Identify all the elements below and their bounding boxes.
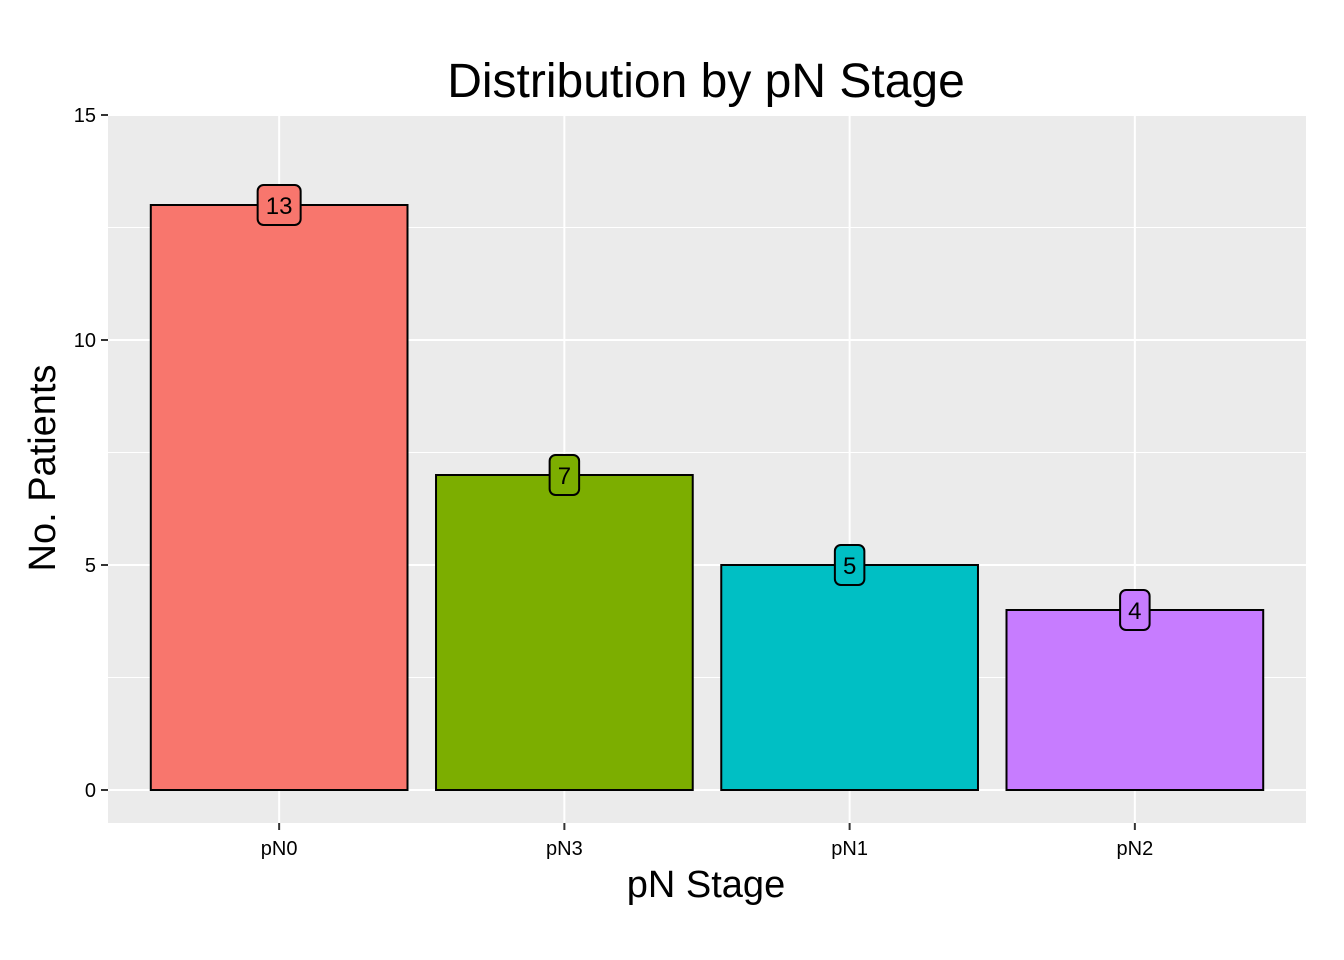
data-label-pn0: 13 <box>256 184 302 226</box>
bar-pn0 <box>149 204 409 791</box>
bar-pn1 <box>720 564 979 791</box>
data-labels: 13 7 5 4 <box>256 184 1151 631</box>
data-label-text: 4 <box>1128 598 1141 625</box>
x-tick-label: pN0 <box>261 838 298 860</box>
bars <box>149 204 1265 791</box>
x-axis: pN0 pN3 pN1 pN2 <box>261 823 1153 860</box>
y-tick-label: 0 <box>85 780 96 802</box>
x-tick-label: pN3 <box>546 838 583 860</box>
data-label-pn1: 5 <box>833 544 866 586</box>
data-label-pn3: 7 <box>548 454 581 496</box>
data-label-text: 7 <box>558 463 571 490</box>
data-label-box <box>256 184 302 226</box>
y-axis-title: No. Patients <box>22 365 64 572</box>
bar-pn2 <box>1005 609 1265 791</box>
data-label-text: 13 <box>266 193 293 220</box>
y-tick-label: 5 <box>85 555 96 577</box>
data-label-pn2: 4 <box>1119 589 1151 631</box>
y-tick-label: 15 <box>74 105 96 127</box>
data-label-box <box>548 454 581 496</box>
y-tick-label: 10 <box>74 330 96 352</box>
x-tick-label: pN2 <box>1117 838 1154 860</box>
y-axis: 0 5 10 15 <box>74 105 108 802</box>
data-label-box <box>833 544 866 586</box>
chart-title: Distribution by pN Stage <box>447 55 965 108</box>
x-tick-label: pN1 <box>831 838 868 860</box>
data-label-box <box>1119 589 1151 631</box>
data-label-text: 5 <box>843 553 856 580</box>
x-axis-title: pN Stage <box>627 864 785 906</box>
bar-pn3 <box>435 474 694 791</box>
